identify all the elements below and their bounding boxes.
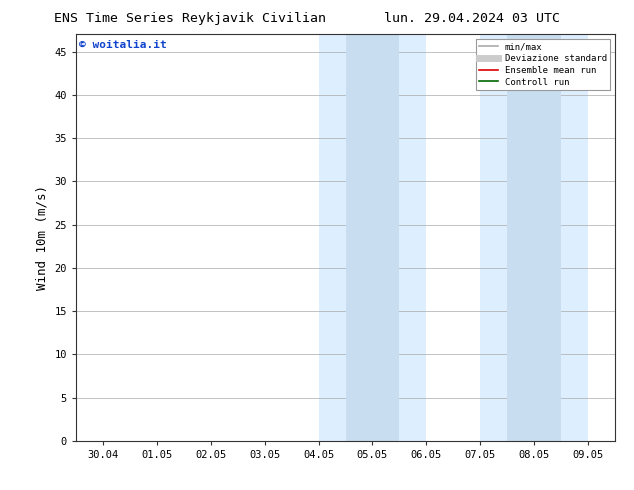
- Y-axis label: Wind 10m (m/s): Wind 10m (m/s): [36, 185, 49, 290]
- Text: © woitalia.it: © woitalia.it: [79, 40, 167, 50]
- Bar: [481, 34, 588, 441]
- Bar: [346, 34, 399, 441]
- Text: lun. 29.04.2024 03 UTC: lun. 29.04.2024 03 UTC: [384, 12, 560, 25]
- Legend: min/max, Deviazione standard, Ensemble mean run, Controll run: min/max, Deviazione standard, Ensemble m…: [476, 39, 611, 90]
- Bar: [507, 34, 561, 441]
- Text: ENS Time Series Reykjavik Civilian: ENS Time Series Reykjavik Civilian: [54, 12, 327, 25]
- Bar: [319, 34, 426, 441]
